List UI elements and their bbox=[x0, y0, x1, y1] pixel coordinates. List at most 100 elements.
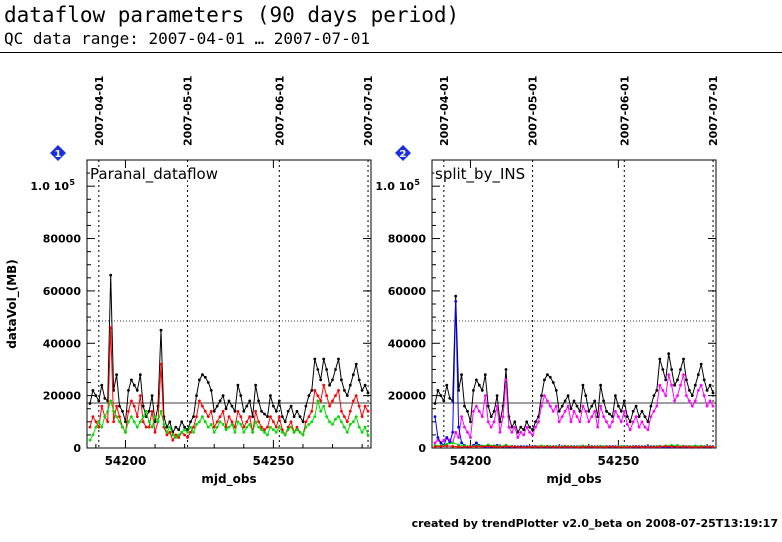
panel1-series-1-point bbox=[221, 409, 225, 413]
panel1-series-1-point bbox=[248, 415, 252, 418]
panel2-series-0-point bbox=[551, 381, 555, 384]
panel1-series-0-point bbox=[348, 383, 352, 387]
panel2-series-1-point bbox=[501, 415, 505, 418]
panel2-series-0-point bbox=[705, 389, 709, 392]
panel2-series-1-point bbox=[617, 415, 620, 418]
panel1-series-0-point bbox=[224, 407, 228, 411]
panel1-series-2-point bbox=[298, 430, 302, 434]
panel2-series-2-point bbox=[436, 436, 440, 439]
panel2-series-0-point bbox=[622, 399, 626, 403]
panel2-series-0-point bbox=[466, 409, 469, 413]
panel1-series-0-point bbox=[168, 420, 172, 424]
panel1-yaxis-label: dataVol_(MB) bbox=[5, 259, 20, 349]
panel1-series-2-point bbox=[233, 430, 237, 434]
panel1-series-0-point bbox=[310, 389, 314, 392]
panel1-series-2-point bbox=[159, 409, 163, 413]
panel2-series-0-point bbox=[699, 362, 703, 366]
panel2-series-1-point bbox=[566, 404, 570, 408]
panel2-series-1-point bbox=[658, 383, 662, 387]
panel1-series-1-point bbox=[286, 425, 290, 429]
panel2-series-4-point bbox=[628, 445, 632, 449]
panel1-series-2-point bbox=[337, 415, 340, 418]
panel1-series-1-point bbox=[201, 404, 204, 408]
panel1-series-0-point bbox=[340, 378, 343, 382]
panel1-series-1-point bbox=[269, 415, 272, 418]
panel2-series-1-point bbox=[693, 399, 697, 403]
panel1-series-0-point bbox=[124, 420, 127, 424]
panel1-series-1-point bbox=[325, 394, 328, 397]
panel1-series-2-point bbox=[209, 423, 213, 426]
panel1-series-0-point bbox=[343, 389, 346, 392]
panel1-series-2-point bbox=[254, 420, 257, 424]
panel1-series-1-point bbox=[132, 404, 136, 408]
panel2-series-2-point bbox=[454, 300, 458, 303]
panel1-series-1-point bbox=[126, 409, 130, 413]
panel2-series-4-point bbox=[457, 445, 460, 449]
panel1-date-marker-label: 2007-05-01 bbox=[182, 76, 195, 146]
panel1-series-2-point bbox=[245, 425, 249, 429]
panel1-series-0-point bbox=[198, 378, 201, 382]
panel1-series-2-point bbox=[88, 438, 92, 442]
panel2-series-1-point bbox=[602, 415, 605, 418]
panel2-date-marker-label: 2007-06-01 bbox=[618, 76, 631, 146]
panel1-series-2-point bbox=[138, 420, 142, 424]
panel2-series-1-point bbox=[578, 420, 582, 424]
panel2-series-1-point bbox=[516, 436, 520, 439]
panel1-series-1-line bbox=[89, 327, 369, 442]
panel2-series-1-point bbox=[525, 425, 529, 429]
panel1-series-2-point bbox=[304, 425, 308, 429]
panel1-series-0-point bbox=[345, 394, 349, 397]
panel2-series-1-point bbox=[679, 383, 682, 387]
panel1-series-2-point bbox=[363, 425, 367, 429]
panel1-series-2-point bbox=[328, 420, 331, 424]
panel1-series-0-point bbox=[269, 394, 272, 397]
panel2-series-1-point bbox=[611, 420, 614, 424]
panel2-series-1-point bbox=[460, 415, 463, 418]
panel1-series-1-point bbox=[192, 425, 195, 429]
panel2-series-1-point bbox=[682, 373, 685, 377]
panel2-series-2-point bbox=[457, 425, 460, 429]
panel2-badge-diamond-icon bbox=[395, 145, 411, 161]
panel2-series-1-point bbox=[442, 438, 446, 442]
panel2-series-0-point bbox=[486, 404, 490, 408]
panel2-series-1-point bbox=[702, 394, 706, 397]
panel1-series-1-point bbox=[328, 404, 331, 408]
panel2-series-0-point bbox=[625, 415, 629, 418]
panel2-series-0-point bbox=[433, 402, 437, 405]
panel1-series-0-point bbox=[221, 394, 225, 397]
panel1-series-0-point bbox=[212, 409, 216, 413]
panel1-series-1-point bbox=[215, 420, 219, 424]
panel1-ytick-label-top-exp: 5 bbox=[69, 178, 75, 187]
panel1-series-2-point bbox=[348, 423, 352, 426]
panel1-series-2-point bbox=[215, 425, 219, 429]
panel2-series-0-point bbox=[646, 420, 650, 424]
panel1-series-1-point bbox=[174, 433, 178, 437]
panel1-series-0-point bbox=[195, 394, 198, 397]
panel1-series-1-point bbox=[165, 433, 169, 437]
panel1-series-2-point bbox=[307, 423, 311, 426]
panel2-series-1-point bbox=[640, 420, 644, 424]
panel1-series-1-point bbox=[218, 415, 222, 418]
panel1-series-1-point bbox=[233, 425, 237, 429]
panel1-series-2-point bbox=[195, 423, 198, 426]
panel2-series-0-point bbox=[463, 404, 466, 408]
panel2-series-0-point bbox=[546, 373, 549, 377]
panel2-series-0-point bbox=[670, 368, 673, 371]
panel2-series-4-point bbox=[480, 445, 484, 449]
panel2-series-1-point bbox=[646, 428, 650, 432]
panel1-series-1-point bbox=[97, 425, 101, 429]
panel2-series-1-point bbox=[495, 404, 499, 408]
panel2-date-marker-label: 2007-04-01 bbox=[438, 76, 451, 146]
panel2-series-1-point bbox=[628, 428, 632, 432]
panel1-series-2-point bbox=[331, 423, 334, 426]
panel2-series-4-point bbox=[682, 445, 685, 449]
panel2-series-0-point bbox=[688, 389, 691, 392]
panel2-series-1-point bbox=[489, 425, 493, 429]
panel2-series-0-point bbox=[445, 383, 449, 387]
panel1-series-2-point bbox=[177, 433, 181, 437]
panel1-ytick-label: 60000 bbox=[43, 285, 82, 298]
panel2-series-1-point bbox=[531, 433, 534, 437]
panel2-series-1-point bbox=[492, 420, 496, 424]
panel1-series-1-point bbox=[304, 420, 308, 424]
panel1-series-1-point bbox=[254, 409, 257, 413]
